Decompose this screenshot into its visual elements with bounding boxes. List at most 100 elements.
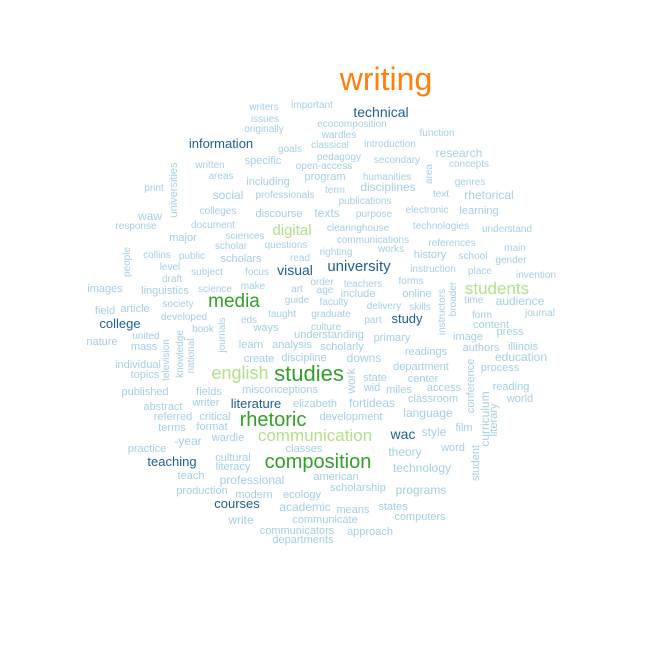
cloud-word-access: access: [427, 382, 462, 394]
cloud-word-culture: culture: [311, 322, 341, 333]
cloud-word-history: history: [414, 249, 447, 261]
cloud-word-word: word: [440, 442, 465, 454]
cloud-word-united: united: [132, 331, 159, 342]
cloud-word-ecology: ecology: [283, 489, 321, 501]
cloud-word-book: book: [192, 324, 215, 335]
cloud-word-content: content: [473, 319, 509, 331]
cloud-word-literature: literature: [231, 396, 282, 411]
cloud-word-make: make: [241, 281, 266, 292]
cloud-word-audience: audience: [496, 294, 545, 308]
cloud-word-broader: broader: [448, 281, 459, 316]
cloud-word-form: form: [472, 310, 492, 321]
cloud-word-humanities: humanities: [363, 172, 411, 183]
cloud-word-research: research: [436, 146, 483, 160]
cloud-word-rhetorical: rhetorical: [464, 188, 513, 202]
cloud-word-scholar: scholar: [215, 241, 248, 252]
cloud-word-questions: questions: [265, 240, 308, 251]
cloud-word-classes: classes: [286, 443, 323, 455]
cloud-word-clearinghouse: clearinghouse: [327, 223, 390, 234]
cloud-word-department: department: [393, 361, 449, 373]
cloud-word-waw: waw: [137, 209, 162, 223]
cloud-word-modern: modern: [235, 489, 272, 501]
cloud-word-scholarly: scholarly: [320, 341, 364, 353]
cloud-word-authors: authors: [463, 342, 500, 354]
cloud-word-texts: texts: [314, 206, 339, 220]
cloud-word-college: college: [99, 316, 140, 331]
cloud-word-learn: learn: [239, 339, 263, 351]
cloud-word-curriculum: curriculum: [478, 391, 492, 446]
cloud-word-subject: subject: [191, 267, 223, 278]
cloud-word-part: part: [364, 315, 381, 326]
cloud-word-response: response: [115, 221, 157, 232]
cloud-word-linguistics: linguistics: [141, 285, 189, 297]
cloud-word-sciences: sciences: [226, 231, 265, 242]
cloud-word-topics: topics: [131, 369, 160, 381]
cloud-word-social: social: [213, 188, 244, 202]
cloud-word-understand: understand: [482, 224, 532, 235]
cloud-word-include: include: [341, 288, 376, 300]
cloud-word-misconceptions: misconceptions: [242, 384, 318, 396]
cloud-word-composition: composition: [265, 451, 372, 473]
cloud-word-publications: publications: [339, 196, 392, 207]
cloud-word-main: main: [504, 243, 526, 254]
cloud-word-center: center: [408, 373, 439, 385]
cloud-word-academic: academic: [279, 500, 330, 514]
cloud-word-critical: critical: [199, 411, 230, 423]
cloud-word-area: area: [424, 164, 435, 184]
cloud-word-literary: literary: [488, 403, 500, 437]
cloud-word-communicate: communicate: [292, 514, 357, 526]
cloud-word-print: print: [144, 183, 164, 194]
cloud-word-cultural: cultural: [215, 452, 250, 464]
cloud-word-writing: writing: [339, 61, 432, 97]
cloud-word-fortideas: fortideas: [349, 396, 395, 410]
cloud-word-skills: skills: [409, 302, 431, 313]
cloud-word-genres: genres: [455, 177, 486, 188]
cloud-word-knowledge: knowledge: [175, 330, 186, 378]
cloud-word-pedagogy: pedagogy: [317, 152, 361, 163]
cloud-word-order: order: [310, 277, 334, 288]
cloud-word-states: states: [378, 501, 408, 513]
cloud-word-art: art: [291, 284, 303, 295]
cloud-word-disciplines: disciplines: [360, 180, 415, 194]
cloud-word-classical: classical: [311, 140, 349, 151]
cloud-word-universities: universities: [168, 162, 180, 218]
cloud-word-wac: wac: [390, 426, 416, 442]
cloud-word-colleges: colleges: [200, 206, 237, 217]
cloud-word-image: image: [453, 331, 483, 343]
cloud-word-terms: terms: [158, 422, 186, 434]
cloud-word-instructors: instructors: [437, 289, 448, 335]
cloud-word-approach: approach: [347, 526, 393, 538]
cloud-word-practice: practice: [128, 443, 167, 455]
cloud-word-function: function: [419, 128, 454, 139]
cloud-word-communications: communications: [337, 235, 409, 246]
cloud-word-theory: theory: [388, 445, 421, 459]
cloud-word-read: read: [290, 253, 310, 264]
cloud-word-forms: forms: [399, 276, 424, 287]
cloud-word-writer: writer: [192, 397, 220, 409]
cloud-word-science: science: [198, 284, 232, 295]
cloud-word-program: program: [305, 171, 346, 183]
cloud-word-graduate: graduate: [311, 309, 351, 320]
cloud-word-individual: individual: [115, 359, 161, 371]
cloud-word-visual: visual: [277, 262, 313, 278]
cloud-word-goals: goals: [278, 144, 302, 155]
cloud-word-major: major: [169, 232, 197, 244]
cloud-word-scholars: scholars: [221, 253, 262, 265]
cloud-word-public: public: [179, 251, 205, 262]
cloud-word-teachers: teachers: [344, 279, 382, 290]
cloud-word-year: -year: [174, 434, 201, 448]
cloud-word-online: online: [402, 288, 431, 300]
cloud-word-format: format: [196, 421, 227, 433]
cloud-word-downs: downs: [347, 351, 382, 365]
cloud-word-wardles: wardles: [321, 130, 356, 141]
cloud-word-nature: nature: [86, 336, 117, 348]
cloud-word-classroom: classroom: [408, 393, 458, 405]
cloud-word-analysis: analysis: [272, 339, 312, 351]
cloud-word-instruction: instruction: [410, 264, 456, 275]
cloud-word-professionals: professionals: [256, 190, 315, 201]
cloud-word-programs: programs: [396, 483, 447, 497]
cloud-word-american: american: [313, 471, 358, 483]
cloud-word-education: education: [495, 350, 547, 364]
cloud-word-ecocomposition: ecocomposition: [317, 119, 386, 130]
